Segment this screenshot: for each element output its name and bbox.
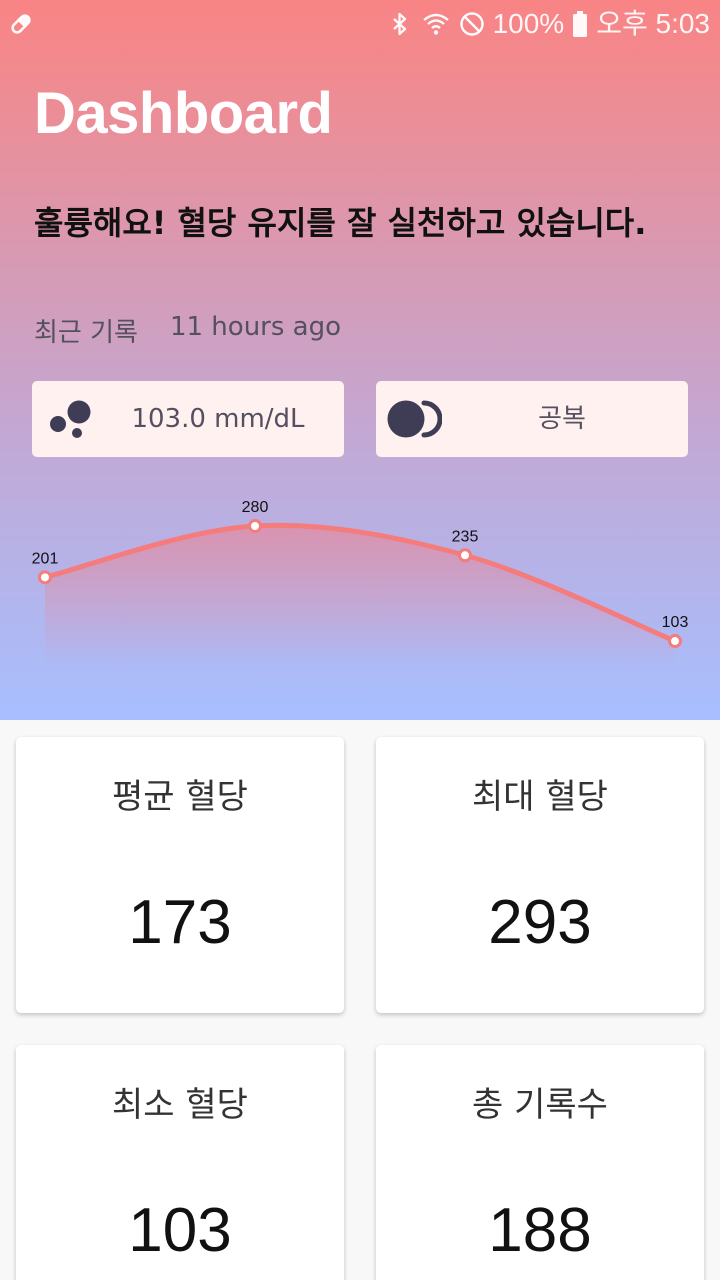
min-glucose-label: 최소 혈당 [112,1085,248,1125]
encouragement-message: 훌륭해요! 혈당 유지를 잘 실천하고 있습니다. [34,204,647,242]
chart-area-fill [45,525,675,668]
latest-glucose-value: 103.0 mm/dL [131,404,305,434]
status-icons: 100% 오후 5:03 [387,8,710,40]
min-glucose-card[interactable]: 최소 혈당 103 [16,1045,344,1280]
chart-point-label: 103 [662,614,689,631]
latest-glucose-chip[interactable]: 103.0 mm/dL [32,381,344,457]
recent-record: 최근 기록 11 hours ago [34,312,341,349]
status-bar: 100% 오후 5:03 [0,0,720,48]
chart-points: 201 280 235 103 [32,500,689,649]
record-count-value: 188 [488,1196,592,1265]
max-glucose-label: 최대 혈당 [472,777,608,817]
page-title: Dashboard [34,81,333,146]
battery-icon [573,11,588,37]
chart-point [458,548,472,563]
pill-icon [11,14,31,34]
recent-record-label: 최근 기록 [34,318,138,348]
recent-record-time: 11 hours ago [169,312,342,342]
max-glucose-value: 293 [488,888,592,957]
battery-percent: 100% [492,8,565,39]
record-count-card[interactable]: 총 기록수 188 [376,1045,704,1280]
moon-icon [387,400,442,438]
status-time: 오후 5:03 [596,8,710,39]
chart-line [42,522,678,644]
chart-point-label: 235 [452,528,479,545]
max-glucose-card[interactable]: 최대 혈당 293 [376,737,704,1013]
bluetooth-icon [392,12,406,36]
chart-point-label: 201 [32,550,59,567]
average-glucose-value: 173 [128,888,232,957]
meal-state-value: 공복 [538,404,586,434]
meal-state-chip[interactable]: 공복 [376,381,688,457]
chart-point-label: 280 [242,500,269,516]
chart-point [38,570,52,585]
dashboard-header-background: 100% 오후 5:03 Dashboard 훌륭해요! 혈당 유지를 잘 실천… [0,0,720,720]
min-glucose-value: 103 [128,1196,232,1265]
record-count-label: 총 기록수 [472,1085,608,1125]
blood-drops-icon [50,400,91,438]
average-glucose-card[interactable]: 평균 혈당 173 [16,737,344,1013]
chart-point [668,634,682,649]
wifi-icon [422,13,449,35]
glucose-trend-chart: 201 280 235 103 [32,500,689,668]
do-not-disturb-icon [459,12,484,36]
chart-point [248,519,262,533]
average-glucose-label: 평균 혈당 [112,777,248,817]
